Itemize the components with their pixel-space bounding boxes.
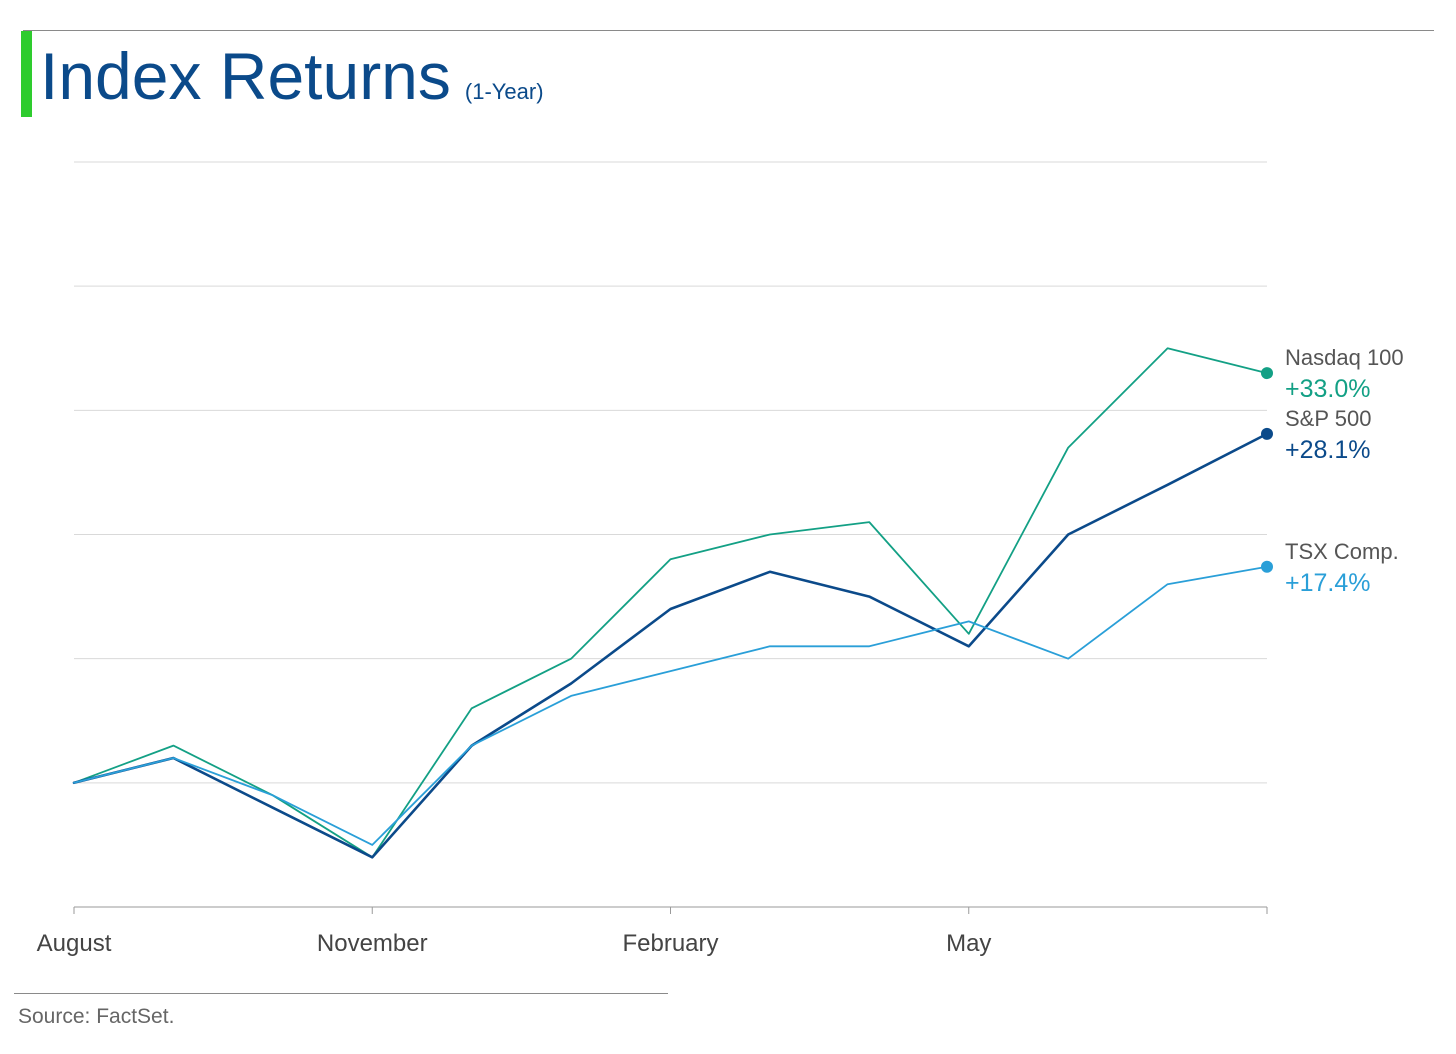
series-name-label: S&P 500 — [1285, 406, 1371, 431]
chart-title: Index Returns — [40, 39, 451, 113]
series-name-label: TSX Comp. — [1285, 539, 1399, 564]
end-labels: Nasdaq 100 +33.0% S&P 500 +28.1% TSX Comp. +1… — [1285, 345, 1404, 597]
x-tick-label: February — [622, 930, 718, 957]
series-value-label: +33.0% — [1285, 375, 1371, 403]
grid-lines — [74, 161, 1267, 908]
series-line — [72, 432, 1269, 859]
series-line — [73, 565, 1268, 846]
series-end-dot — [1261, 560, 1273, 573]
series-name-label: Nasdaq 100 — [1285, 345, 1404, 370]
series-lines — [72, 347, 1273, 859]
x-axis: August November February May — [37, 907, 1268, 957]
series-line — [73, 347, 1268, 859]
series-value-label: +28.1% — [1285, 436, 1371, 464]
source-note: Source: FactSet. — [18, 1005, 175, 1028]
series-value-label: +17.4% — [1285, 569, 1371, 597]
x-tick-label: August — [37, 930, 112, 957]
title-block: Index Returns (1-Year) — [40, 36, 544, 116]
x-tick-label: May — [946, 930, 991, 957]
chart-subtitle: (1-Year) — [464, 79, 544, 104]
series-end-dot — [1261, 367, 1273, 380]
x-tick-label: November — [317, 930, 428, 957]
source-rule — [14, 993, 668, 994]
title-accent-bar — [21, 31, 32, 117]
top-rule — [23, 30, 1434, 31]
series-end-dot — [1261, 427, 1273, 440]
